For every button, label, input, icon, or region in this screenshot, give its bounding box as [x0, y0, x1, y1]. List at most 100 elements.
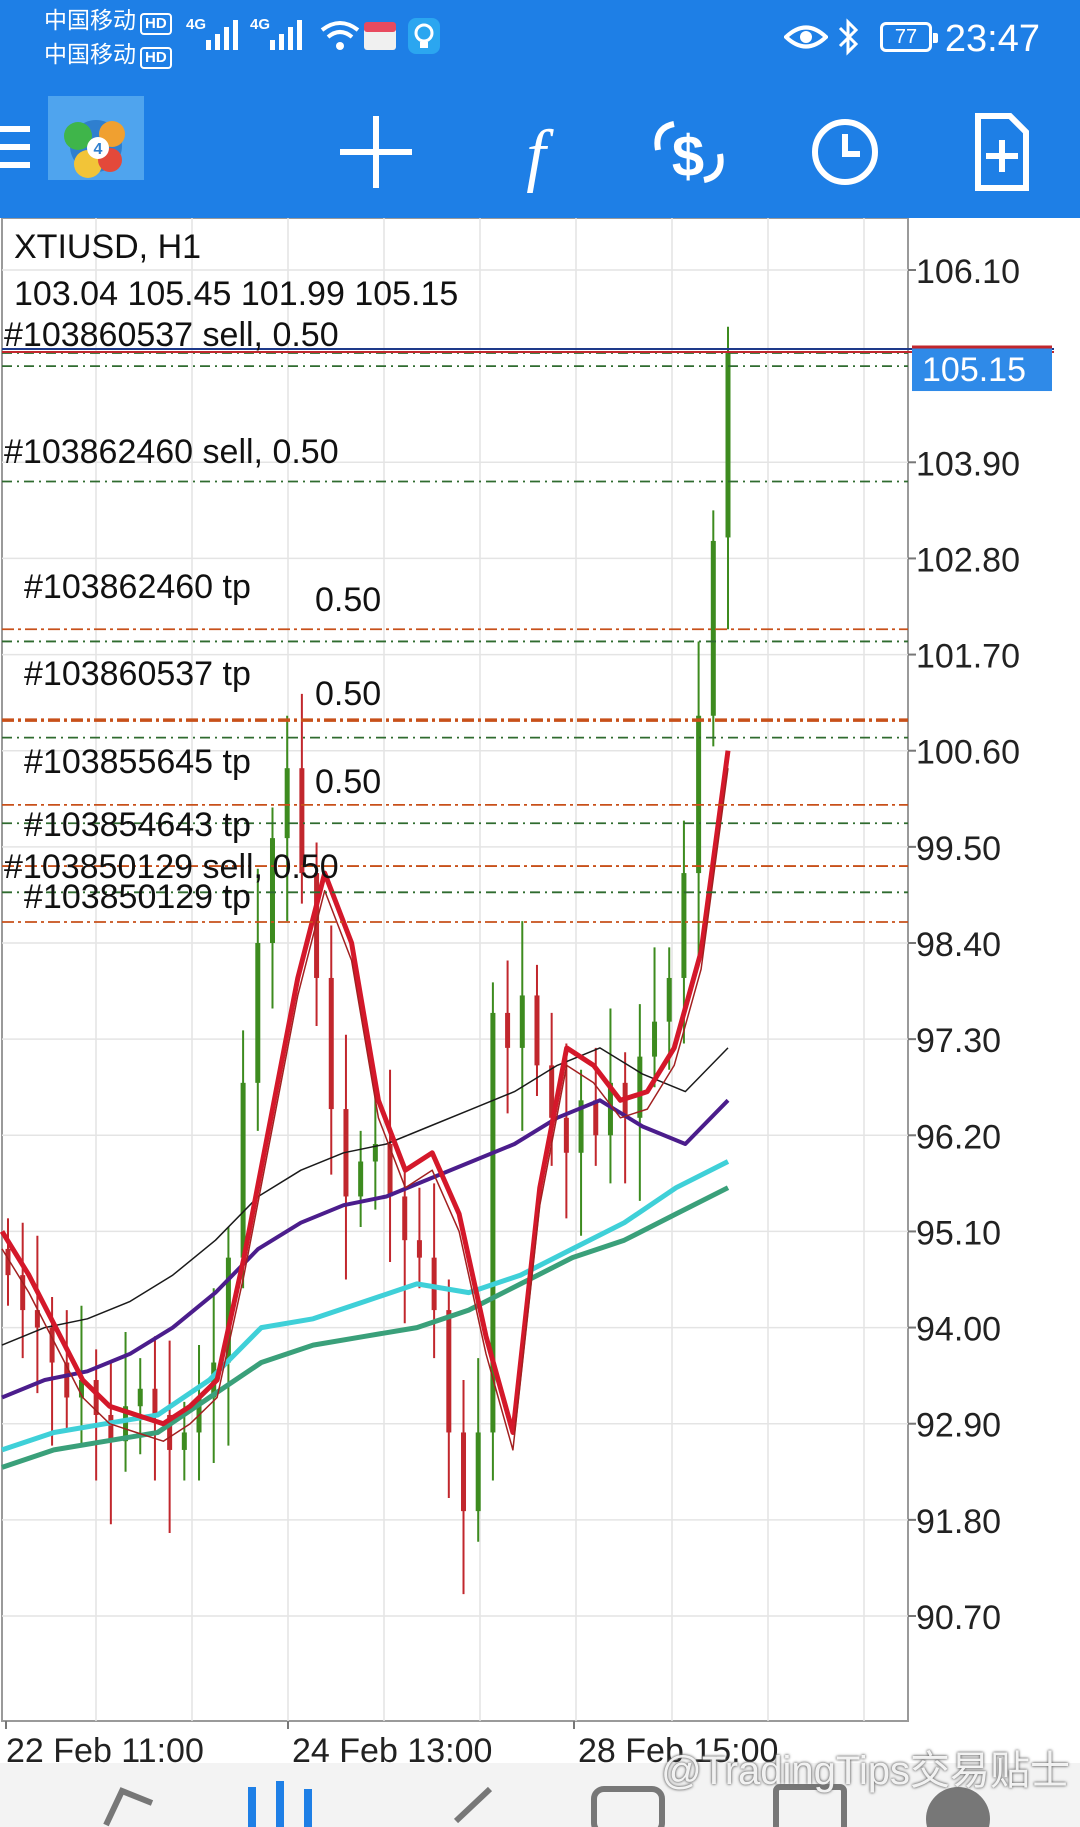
- history-tab-icon[interactable]: [588, 1783, 668, 1827]
- network-type-1: 4G: [186, 16, 207, 33]
- candle-body: [167, 1414, 173, 1450]
- candle-body: [255, 943, 261, 1083]
- battery-level: 77: [894, 26, 918, 48]
- current-price-label: 105.15: [922, 351, 1026, 389]
- ohlc-label: 103.04 105.45 101.99 105.15: [14, 275, 458, 313]
- period-icon[interactable]: [810, 110, 880, 194]
- candle-body: [402, 1196, 408, 1241]
- candle-body: [269, 838, 275, 943]
- signal-icon: [206, 18, 238, 50]
- hd-badge: HD: [140, 13, 172, 35]
- wifi-icon: [320, 21, 360, 50]
- candle-body: [5, 1248, 11, 1276]
- candle-body: [358, 1161, 364, 1197]
- candle-body: [108, 1414, 114, 1442]
- candle-body: [240, 1082, 246, 1258]
- candle-body: [593, 1100, 599, 1136]
- order-label: #103854643 tp: [24, 806, 251, 844]
- candle-body: [475, 1432, 481, 1512]
- ma-line-green: [1, 1185, 730, 1470]
- candle-body: [681, 873, 687, 978]
- chart-tab-icon[interactable]: [238, 1777, 328, 1827]
- menu-icon[interactable]: [0, 122, 34, 206]
- indicators-icon[interactable]: f: [508, 110, 564, 194]
- candle-body: [137, 1388, 143, 1407]
- current-price-label-bg: [912, 347, 1052, 392]
- new-order-icon[interactable]: [972, 110, 1032, 194]
- quotes-tab-icon[interactable]: [100, 1785, 160, 1827]
- order-label: 0.50: [315, 581, 381, 619]
- bottom-navigation: [0, 1763, 1080, 1827]
- price-axis-label: 100.60: [916, 734, 1020, 772]
- svg-text:4: 4: [94, 141, 103, 158]
- time-axis-label: 28 Feb 15:00: [578, 1732, 778, 1763]
- candle-body: [725, 353, 731, 538]
- candle-body: [49, 1327, 55, 1363]
- price-axis-label: 91.80: [916, 1503, 1001, 1541]
- price-chart[interactable]: 106.10 103.90 102.80 101.70 100.60 99.50 98.40…: [0, 218, 1080, 1763]
- candle-body: [20, 1275, 26, 1311]
- candle-body: [314, 873, 320, 978]
- price-axis-label: 99.50: [916, 830, 1001, 868]
- candle-body: [578, 1100, 584, 1153]
- candle-body: [710, 540, 716, 716]
- candle-body: [534, 995, 540, 1066]
- trade-icon[interactable]: $: [648, 110, 730, 194]
- candle-body: [446, 1310, 452, 1433]
- status-bar: 中国移动 HD 中国移动 HD 4G 4G 77 23:47: [0, 0, 1080, 82]
- price-axis-label: 96.20: [916, 1118, 1001, 1156]
- ma-line-cyan: [1, 1159, 730, 1453]
- price-axis-label: 92.90: [916, 1407, 1001, 1445]
- candle-body: [652, 1021, 658, 1057]
- order-label: #103850129 tp: [24, 878, 251, 916]
- hd-badge: HD: [140, 47, 172, 69]
- order-label: #103862460 sell, 0.50: [4, 433, 339, 471]
- order-label: 0.50: [315, 675, 381, 713]
- price-axis-label: 102.80: [916, 541, 1020, 579]
- app-notification-icon: [364, 22, 396, 50]
- time-axis-label: 22 Feb 11:00: [6, 1732, 204, 1763]
- candle-body: [64, 1362, 70, 1398]
- candle-body: [387, 1144, 393, 1197]
- candle-body: [181, 1432, 187, 1450]
- order-label: #103862460 tp: [24, 568, 251, 606]
- watermark: @TradingTips交易贴士: [661, 1749, 1070, 1793]
- candle-body: [299, 768, 305, 874]
- candle-body: [34, 1310, 40, 1328]
- candle-body: [284, 768, 290, 839]
- price-axis-label: 101.70: [916, 638, 1020, 676]
- price-axis-label: 90.70: [916, 1599, 1001, 1637]
- candle-body: [563, 1117, 569, 1153]
- ma-line-dark-red: [1, 768, 729, 1451]
- eye-icon: [784, 25, 828, 49]
- candle-body: [696, 715, 702, 874]
- chart-canvas[interactable]: 106.10 103.90 102.80 101.70 100.60 99.50 98.40…: [0, 218, 1080, 1763]
- candle-body: [505, 1012, 511, 1048]
- signal-icon: [270, 18, 302, 50]
- trade-tab-icon[interactable]: [450, 1781, 500, 1827]
- price-axis-label: 94.00: [916, 1311, 1001, 1349]
- network-type-2: 4G: [250, 16, 271, 33]
- price-axis-label: 106.10: [916, 253, 1020, 291]
- ma-line-purple: [1, 1098, 730, 1400]
- candle-body: [123, 1406, 129, 1442]
- settings-tab-icon[interactable]: [918, 1779, 998, 1827]
- candle-body: [666, 977, 672, 1022]
- candle-body: [225, 1257, 231, 1363]
- metatrader-logo[interactable]: 4: [48, 96, 144, 180]
- bulb-icon: [408, 18, 440, 54]
- candle-body: [93, 1380, 99, 1415]
- toolbar: 4 f $: [0, 82, 1080, 218]
- clock: 23:47: [944, 18, 1040, 60]
- price-axis-label: 103.90: [916, 445, 1020, 483]
- crosshair-icon[interactable]: [340, 110, 412, 194]
- plot-frame: [1, 218, 909, 1722]
- candle-body: [152, 1388, 158, 1415]
- price-axis-label: 97.30: [916, 1022, 1001, 1060]
- order-label: #103860537 sell, 0.50: [4, 316, 339, 354]
- carrier-2: 中国移动 HD: [44, 40, 172, 69]
- svg-text:$: $: [672, 124, 704, 189]
- candle-body: [78, 1380, 84, 1398]
- messages-tab-icon[interactable]: [770, 1781, 850, 1827]
- candle-body: [549, 1065, 555, 1118]
